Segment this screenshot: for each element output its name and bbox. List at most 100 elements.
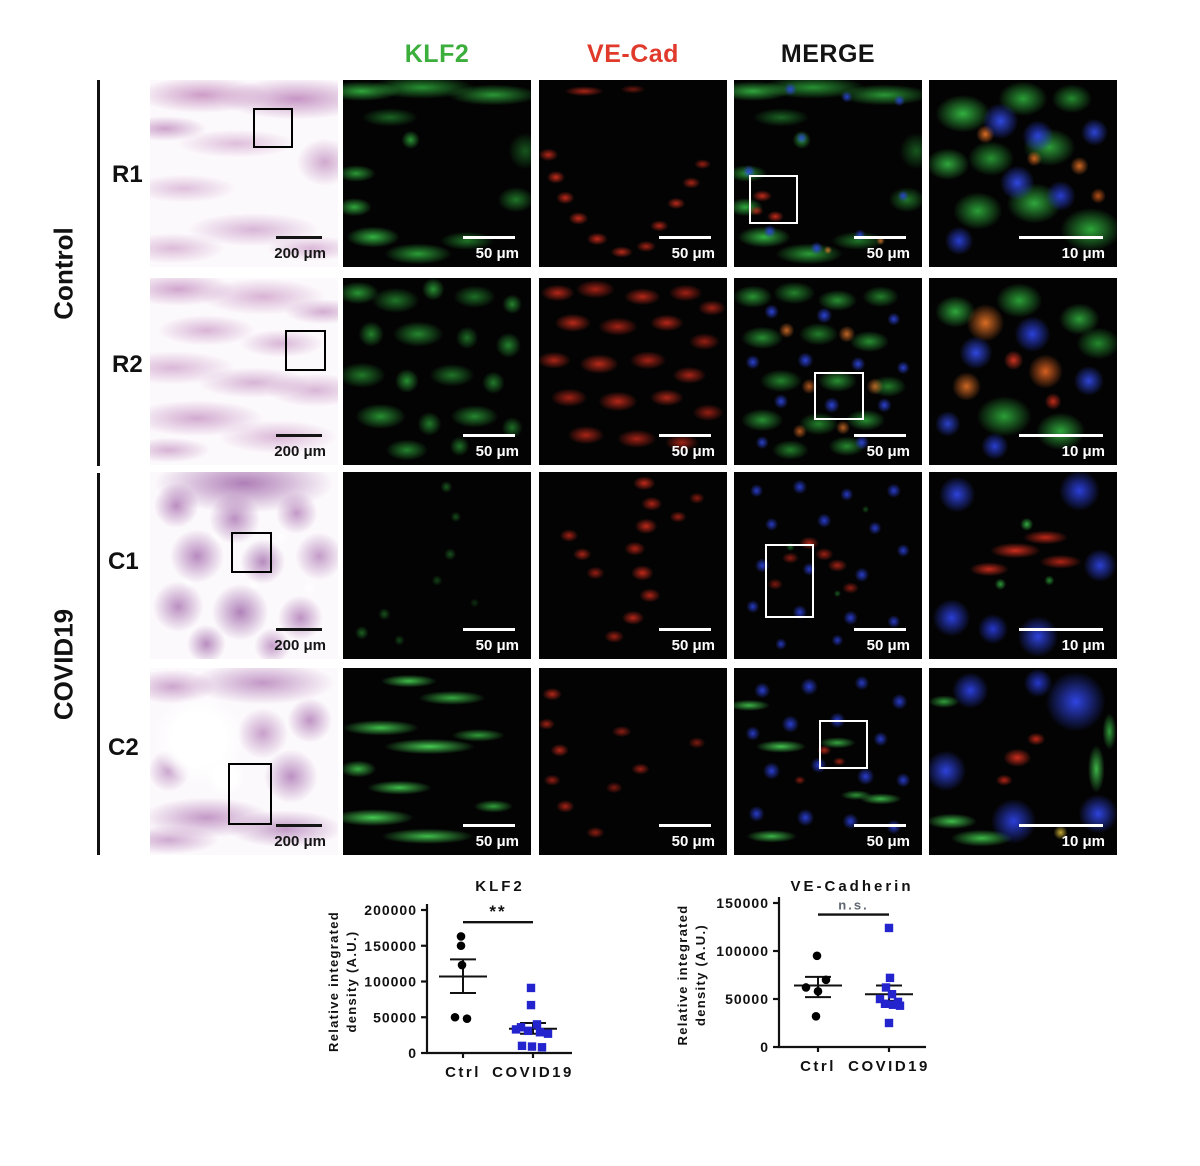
scale-label: 200 μm [274, 443, 326, 460]
panel-c1-klf2: 50 μm [343, 472, 531, 659]
covid19-bracket-line [97, 473, 100, 855]
panel-r2-zoom: 10 μm [929, 278, 1117, 465]
scale-bar [463, 628, 515, 631]
y-tick-label: 0 [408, 1045, 417, 1061]
data-point-circle [801, 983, 811, 992]
scale-label: 50 μm [671, 245, 715, 262]
panel-r2-merge: 50 μm [734, 278, 922, 465]
scale-bar [463, 824, 515, 827]
data-point-square [527, 1042, 537, 1051]
data-point-circle [456, 932, 466, 941]
scale-bar [463, 434, 515, 437]
data-point-circle [450, 1012, 460, 1022]
data-point-square [884, 923, 894, 933]
data-point-square [888, 1000, 898, 1009]
data-point-square [526, 983, 536, 993]
scale-label: 50 μm [866, 637, 910, 654]
inset-box [285, 330, 326, 371]
panel-c1-histology: 200 μm [150, 472, 338, 659]
y-tick-label: 0 [760, 1039, 769, 1055]
panel-r1-klf2: 50 μm [343, 80, 531, 267]
scale-bar [659, 236, 711, 239]
data-point-circle [462, 1014, 472, 1023]
panel-r2-klf2: 50 μm [343, 278, 531, 465]
scale-bar [276, 236, 322, 239]
chart-klf2-scatter: KLF2 Relative integrated density (A.U.) 0 50… [300, 875, 650, 1100]
scale-bar [854, 824, 906, 827]
x-category-label: Ctrl [445, 1064, 481, 1081]
scale-bar [659, 434, 711, 437]
data-point-circle [813, 987, 823, 996]
y-tick-label: 100000 [716, 943, 769, 959]
scale-bar [1019, 824, 1103, 827]
y-tick-label: 150000 [364, 938, 417, 954]
scale-bar [854, 434, 906, 437]
scale-bar [276, 824, 322, 827]
row-label-r1: R1 [112, 161, 143, 188]
data-point-square [887, 990, 897, 999]
scale-bar [1019, 236, 1103, 239]
data-point-circle [811, 1011, 821, 1021]
row-label-c2: C2 [108, 734, 139, 761]
panel-c1-vecad: 50 μm [539, 472, 727, 659]
inset-box [231, 532, 272, 573]
panel-c1-merge: 50 μm [734, 472, 922, 659]
inset-box [253, 108, 293, 148]
y-tick-label: 150000 [716, 895, 769, 911]
panel-r1-zoom: 10 μm [929, 80, 1117, 267]
scale-bar [854, 236, 906, 239]
scale-label: 10 μm [1061, 833, 1105, 850]
data-point-square [884, 1018, 894, 1028]
panel-c2-merge: 50 μm [734, 668, 922, 855]
column-header-klf2: KLF2 [404, 40, 470, 68]
inset-box [765, 544, 814, 618]
significance-label: ** [489, 902, 506, 921]
scale-label: 200 μm [274, 637, 326, 654]
scale-label: 200 μm [274, 245, 326, 262]
data-point-square [511, 1025, 521, 1034]
panel-c2-vecad: 50 μm [539, 668, 727, 855]
scale-label: 10 μm [1061, 443, 1105, 460]
data-point-square [526, 1000, 536, 1010]
y-tick-label: 50000 [725, 991, 769, 1007]
y-tick-label: 50000 [373, 1009, 417, 1025]
inset-box [814, 372, 864, 420]
scale-bar [1019, 434, 1103, 437]
chart-title: VE-Cadherin [790, 878, 913, 895]
scale-label: 50 μm [866, 245, 910, 262]
data-point-square [885, 973, 895, 983]
y-axis-label: density (A.U.) [693, 924, 708, 1026]
panel-r2-vecad: 50 μm [539, 278, 727, 465]
x-category-label: COVID19 [848, 1058, 930, 1075]
scale-label: 200 μm [274, 833, 326, 850]
panel-r1-merge: 50 μm [734, 80, 922, 267]
panel-c2-klf2: 50 μm [343, 668, 531, 855]
scale-label: 50 μm [866, 443, 910, 460]
data-point-square [881, 983, 891, 992]
data-point-square [516, 1023, 526, 1032]
panel-c1-zoom: 10 μm [929, 472, 1117, 659]
group-label-control: Control [48, 227, 79, 320]
group-label-covid19: COVID19 [48, 608, 79, 721]
row-label-r2: R2 [112, 351, 143, 378]
y-axis-label: density (A.U.) [344, 931, 359, 1033]
scatter-svg: KLF2 Relative integrated density (A.U.) 0 50… [326, 878, 574, 1081]
data-point-circle [821, 975, 831, 985]
scale-label: 10 μm [1061, 637, 1105, 654]
data-point-square [532, 1020, 542, 1029]
x-category-label: COVID19 [492, 1064, 574, 1081]
control-bracket-line [97, 80, 100, 466]
scale-label: 10 μm [1061, 245, 1105, 262]
data-point-circle [456, 941, 466, 951]
scale-bar [276, 628, 322, 631]
scale-bar [463, 236, 515, 239]
data-point-square [895, 1001, 905, 1010]
panel-c2-histology: 200 μm [150, 668, 338, 855]
panel-r2-histology: 200 μm [150, 278, 338, 465]
chart-vecadherin-scatter: VE-Cadherin Relative integrated density (A… [650, 875, 980, 1100]
y-tick-label: 100000 [364, 974, 417, 990]
chart-title: KLF2 [475, 878, 525, 895]
column-header-merge: MERGE [780, 40, 876, 68]
data-point-circle [457, 960, 467, 970]
